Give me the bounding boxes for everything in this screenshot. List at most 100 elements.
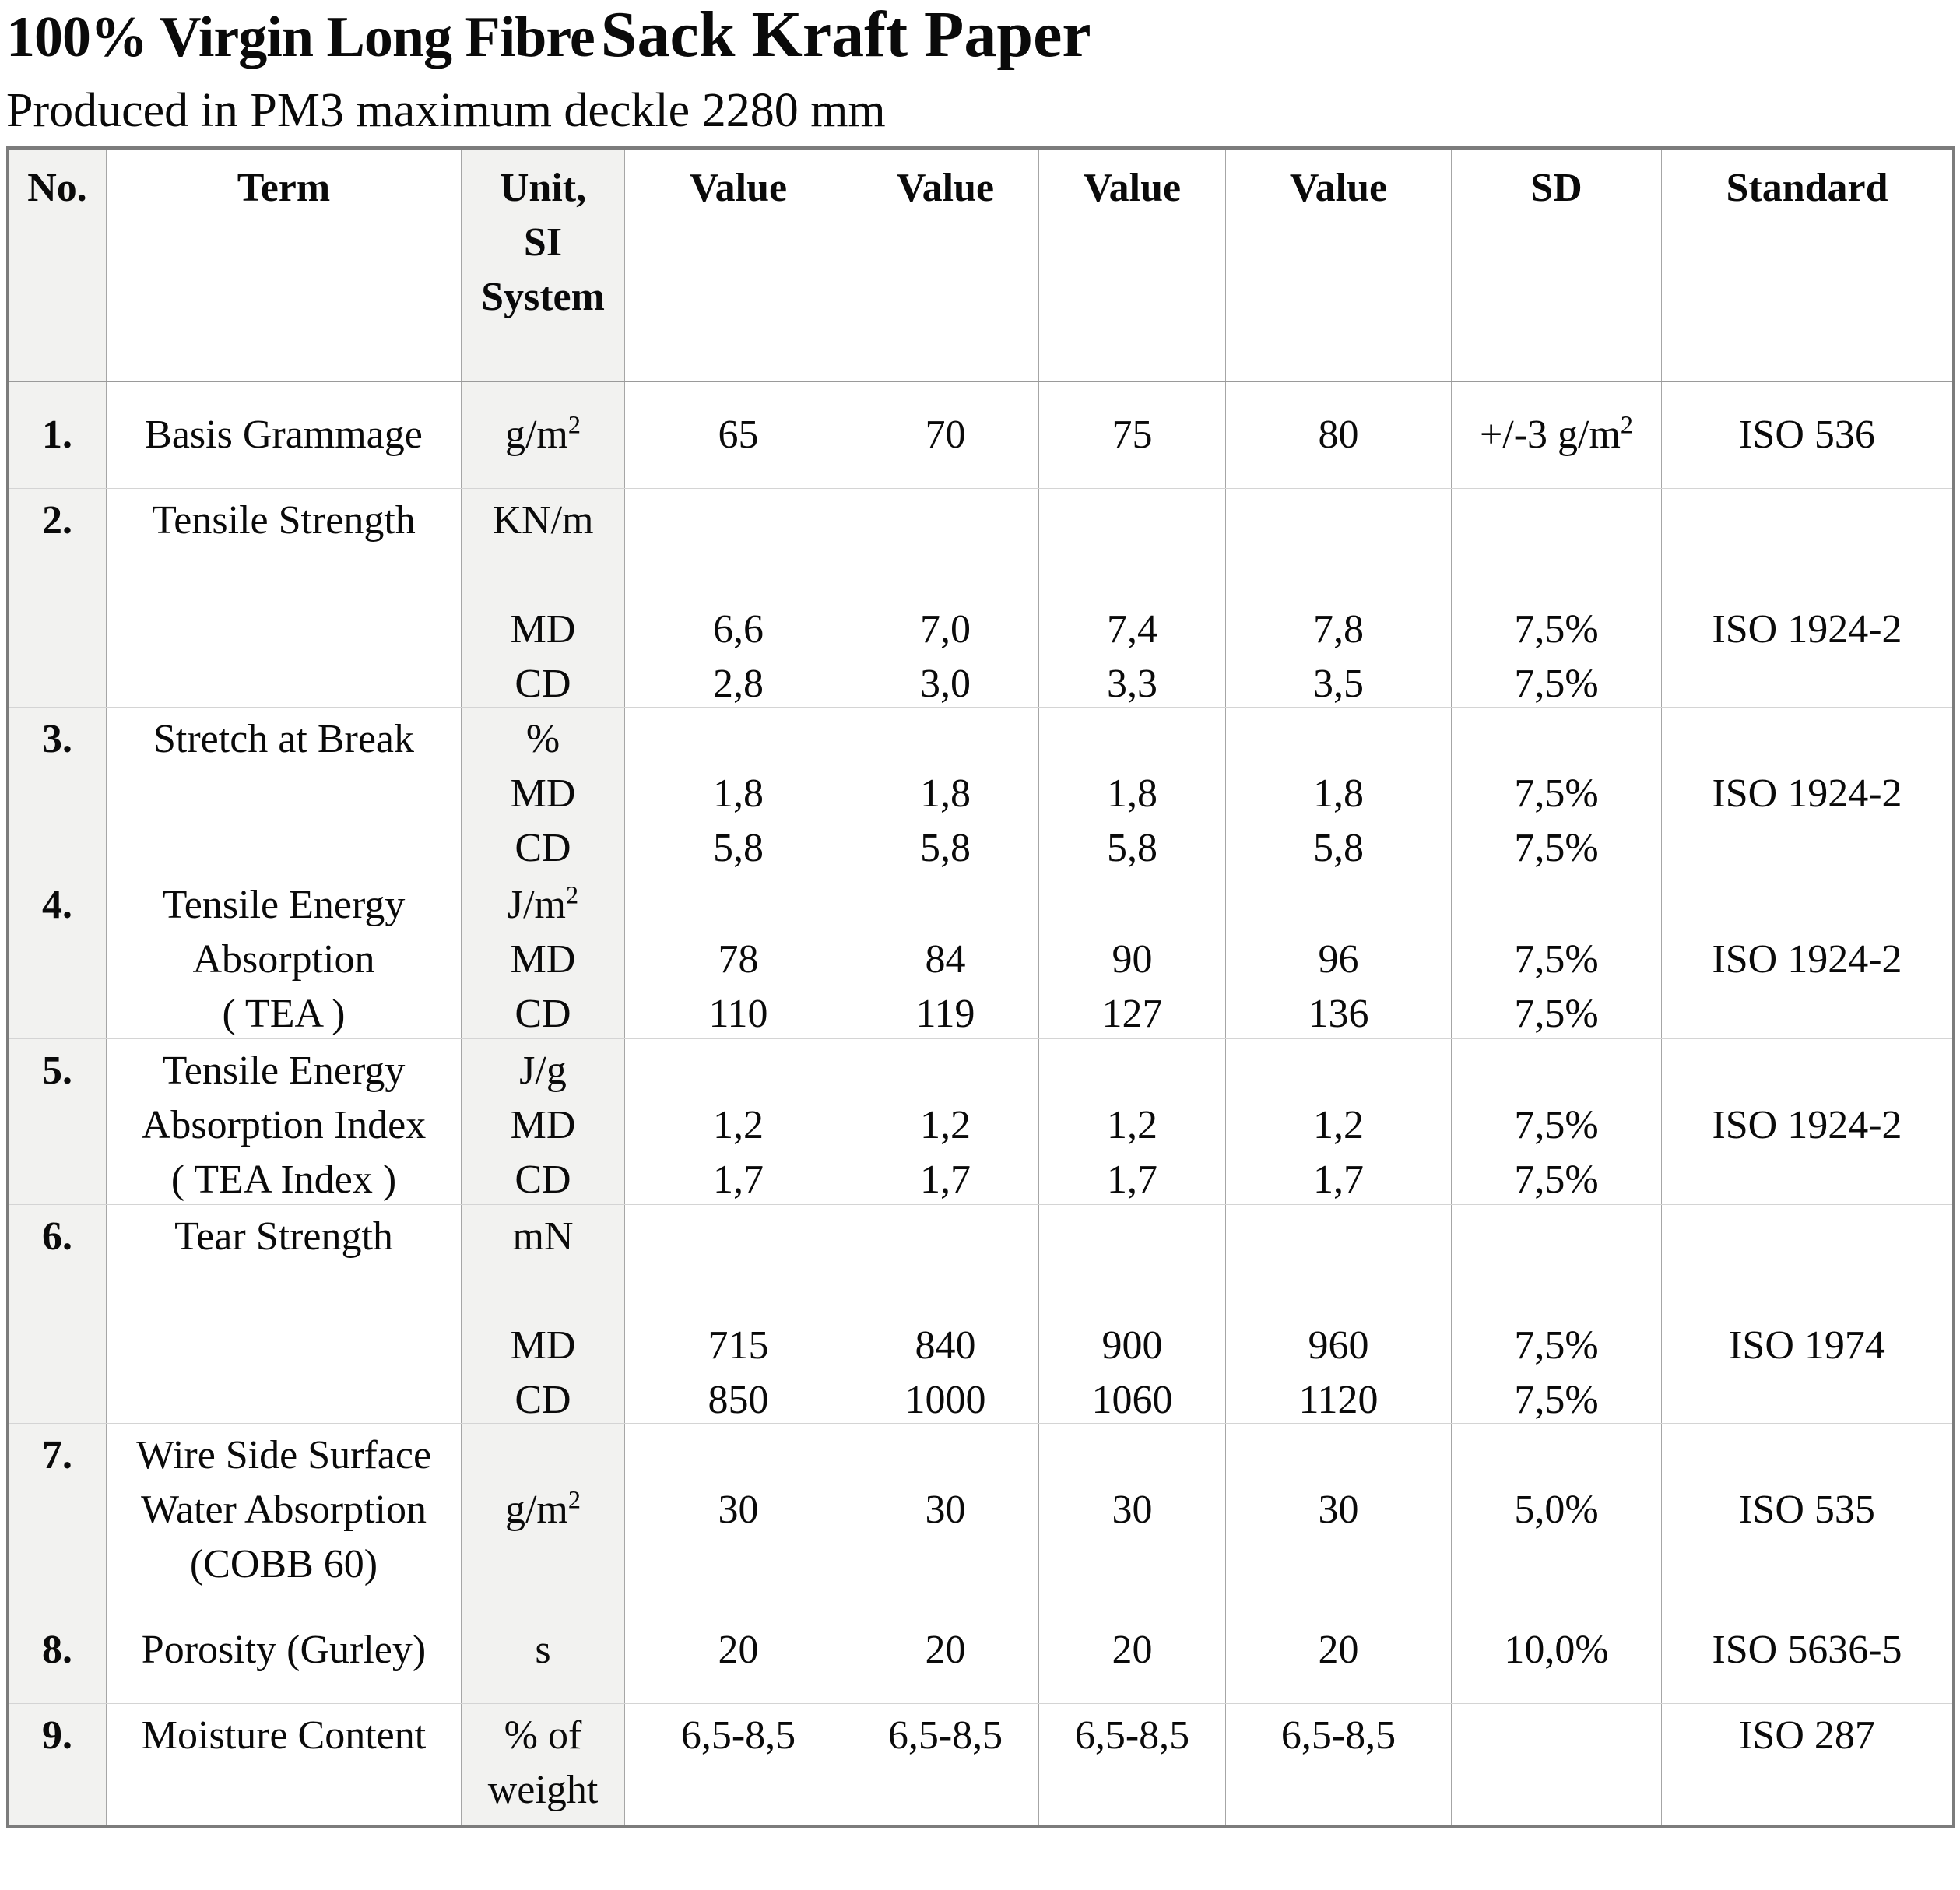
row-number: 5.	[42, 1049, 72, 1093]
cell-text	[1226, 494, 1451, 548]
cell-value-1: 6,6 2,8	[625, 489, 852, 707]
cell-value-2: 7,0 3,0	[852, 489, 1039, 707]
cell-text: 6,5-8,5	[1074, 1713, 1190, 1758]
cell-no: 4.	[9, 873, 107, 1038]
cell-value-3: 20	[1039, 1597, 1226, 1703]
cell-text: 1,2	[713, 1103, 764, 1147]
row-number: 1.	[42, 413, 72, 457]
cell-text	[107, 767, 461, 821]
cell-value-2: 6,5-8,5	[852, 1704, 1039, 1825]
cell-no: 7.	[9, 1424, 107, 1597]
header-label: SD	[1530, 166, 1582, 210]
cell-text	[1226, 1537, 1451, 1592]
cell-text	[852, 494, 1038, 548]
header-label: Standard	[1726, 166, 1888, 210]
page-title-part2: Sack Kraft Paper	[600, 0, 1091, 71]
header-label: SI	[523, 220, 563, 265]
row-number: 6.	[42, 1214, 72, 1259]
cell-standard: ISO 1974	[1662, 1205, 1952, 1423]
header-cell-value-4: Value	[1226, 150, 1452, 381]
cell-text	[1226, 1428, 1451, 1483]
cell-value-1: 30	[625, 1424, 852, 1597]
header-label: Value	[1083, 166, 1182, 210]
cell-standard: ISO 1924-2	[1662, 873, 1952, 1038]
cell-text: ISO 5636-5	[1712, 1628, 1902, 1672]
cell-text: 1060	[1091, 1378, 1173, 1422]
cell-sd: 10,0%	[1452, 1597, 1662, 1703]
cell-text: 65	[718, 413, 759, 457]
cell-text	[1662, 821, 1952, 873]
cell-text: 96	[1318, 937, 1359, 982]
cell-text: 1000	[904, 1378, 986, 1422]
cell-text: 5,8	[1107, 826, 1157, 870]
cell-text: MD	[510, 1323, 576, 1368]
cell-value-3: 1,2 1,7	[1039, 1039, 1226, 1204]
cell-text: CD	[515, 662, 571, 706]
cell-no: 8.	[9, 1597, 107, 1703]
cell-text	[625, 1428, 852, 1483]
cell-text	[1452, 494, 1661, 548]
cell-text: Absorption	[192, 937, 375, 982]
cell-text	[1662, 878, 1952, 933]
cell-text	[852, 548, 1038, 602]
cell-text: (COBB 60)	[189, 1542, 378, 1586]
cell-text: ISO 536	[1739, 413, 1875, 457]
cell-text	[1662, 548, 1952, 602]
cell-value-2: 70	[852, 382, 1039, 488]
cell-text: 20	[1318, 1628, 1359, 1672]
cell-text: 6,6	[713, 607, 764, 652]
cell-text: 127	[1101, 992, 1163, 1036]
cell-sd: 7,5% 7,5%	[1452, 489, 1662, 707]
cell-standard: ISO 1924-2	[1662, 1039, 1952, 1204]
cell-text: 3,5	[1313, 662, 1364, 706]
page-subtitle: Produced in PM3 maximum deckle 2280 mm	[6, 84, 886, 137]
cell-text: 715	[708, 1323, 769, 1368]
cell-standard: ISO 536	[1662, 382, 1952, 488]
cell-text: 1,7	[920, 1158, 971, 1202]
cell-term: Porosity (Gurley)	[107, 1597, 462, 1703]
cell-text	[852, 1210, 1038, 1264]
cell-text: 840	[915, 1323, 976, 1368]
cell-text: CD	[515, 1378, 571, 1422]
page-title-part1: 100% Virgin Long Fibre	[6, 5, 595, 69]
cell-sd: 7,5% 7,5%	[1452, 1039, 1662, 1204]
cell-text	[1452, 878, 1661, 933]
cell-text: ISO 1924-2	[1712, 937, 1902, 982]
cell-text	[107, 1319, 461, 1373]
cell-no: 1.	[9, 382, 107, 488]
header-cell-unit: Unit, SI System	[462, 150, 625, 381]
header-cell-sd: SD	[1452, 150, 1662, 381]
cell-text	[625, 1537, 852, 1592]
cell-text: Tensile Strength	[152, 498, 416, 543]
cell-sd	[1452, 1704, 1662, 1825]
cell-value-3: 90 127	[1039, 873, 1226, 1038]
cell-text: g/m2	[504, 1485, 581, 1532]
cell-text: ISO 1924-2	[1712, 1103, 1902, 1147]
cell-unit: mN MD CD	[462, 1205, 625, 1423]
cell-text: 1,8	[920, 771, 971, 816]
cell-standard: ISO 5636-5	[1662, 1597, 1952, 1703]
cell-text: ISO 1924-2	[1712, 607, 1902, 652]
cell-text: ( TEA Index )	[170, 1158, 397, 1202]
cell-no: 5.	[9, 1039, 107, 1204]
cell-unit: % of weight	[462, 1704, 625, 1825]
cell-text	[852, 712, 1038, 767]
cell-text: % of	[504, 1713, 582, 1758]
cell-text: 7,0	[920, 607, 971, 652]
cell-text	[107, 1373, 461, 1423]
table-row: 2. Tensile Strength KN/m MD CD 6,6 2,8 7,0 3…	[9, 488, 1952, 707]
cell-value-4: 30	[1226, 1424, 1452, 1597]
cell-text: 7,5%	[1514, 937, 1599, 982]
cell-text: Wire Side Surface	[135, 1433, 432, 1477]
cell-text: 1,7	[1107, 1158, 1157, 1202]
cell-text: 1,2	[1313, 1103, 1364, 1147]
cell-value-1: 1,8 5,8	[625, 708, 852, 873]
cell-text: 1,2	[1107, 1103, 1157, 1147]
cell-text: Porosity (Gurley)	[141, 1628, 427, 1672]
cell-text: 1,8	[1313, 771, 1364, 816]
cell-text: 84	[925, 937, 966, 982]
cell-text: Stretch at Break	[153, 717, 414, 761]
cell-value-2: 840 1000	[852, 1205, 1039, 1423]
cell-standard: ISO 535	[1662, 1424, 1952, 1597]
header-label: Unit,	[499, 166, 587, 210]
